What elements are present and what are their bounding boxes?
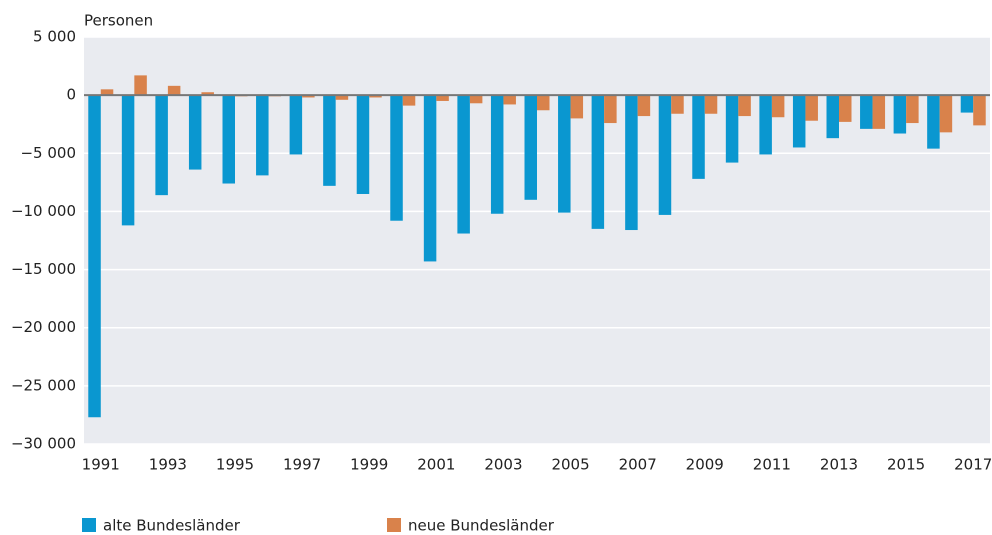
bar bbox=[826, 95, 839, 139]
y-tick-label: 5 000 bbox=[33, 28, 76, 46]
bar bbox=[625, 95, 638, 231]
y-tick-label: −5 000 bbox=[20, 144, 76, 162]
x-tick-label: 2017 bbox=[954, 456, 992, 474]
bar bbox=[792, 95, 806, 148]
bar bbox=[738, 95, 751, 117]
bar bbox=[604, 95, 617, 124]
x-tick-label: 2009 bbox=[686, 456, 724, 474]
bar bbox=[860, 95, 873, 129]
bar bbox=[188, 95, 202, 170]
x-tick-label: 1993 bbox=[149, 456, 187, 474]
x-tick-label: 2007 bbox=[619, 456, 657, 474]
bar bbox=[671, 95, 684, 114]
bar bbox=[134, 75, 147, 96]
y-tick-label: −20 000 bbox=[11, 318, 76, 336]
bar bbox=[402, 95, 416, 106]
legend-label: neue Bundesländer bbox=[408, 517, 555, 535]
y-tick-label: −10 000 bbox=[11, 202, 76, 220]
bar bbox=[893, 95, 907, 134]
bar bbox=[570, 95, 584, 119]
bar bbox=[704, 95, 718, 114]
bar bbox=[927, 95, 940, 149]
bar bbox=[469, 95, 483, 104]
bar bbox=[872, 95, 886, 129]
bar bbox=[457, 95, 470, 234]
bar bbox=[155, 95, 168, 196]
x-tick-label: 1997 bbox=[283, 456, 321, 474]
bar bbox=[906, 95, 919, 124]
bar bbox=[839, 95, 852, 122]
bar bbox=[100, 89, 114, 96]
bar bbox=[356, 95, 370, 194]
bar bbox=[939, 95, 953, 133]
bar bbox=[692, 95, 705, 179]
legend-label: alte Bundesländer bbox=[103, 517, 241, 535]
bar bbox=[256, 95, 269, 176]
bar bbox=[201, 92, 214, 96]
x-tick-label: 1999 bbox=[350, 456, 388, 474]
bar bbox=[88, 95, 101, 418]
bar bbox=[805, 95, 818, 121]
x-tick-label: 2013 bbox=[820, 456, 858, 474]
bar bbox=[335, 95, 349, 100]
bar bbox=[960, 95, 974, 113]
x-tick-label: 2015 bbox=[887, 456, 925, 474]
bar bbox=[289, 95, 303, 155]
bar bbox=[323, 95, 336, 186]
bar bbox=[369, 95, 382, 98]
y-tick-label: −25 000 bbox=[11, 376, 76, 394]
x-tick-label: 2005 bbox=[551, 456, 589, 474]
bar bbox=[725, 95, 739, 163]
bar bbox=[302, 95, 315, 98]
bar bbox=[436, 95, 449, 101]
x-tick-label: 1991 bbox=[82, 456, 120, 474]
y-axis-label: Personen bbox=[84, 12, 153, 30]
bar bbox=[121, 95, 135, 226]
bar bbox=[759, 95, 772, 155]
bar bbox=[537, 95, 550, 111]
bar bbox=[558, 95, 571, 213]
bar bbox=[658, 95, 672, 215]
y-tick-label: 0 bbox=[66, 86, 76, 104]
bar bbox=[167, 85, 181, 96]
bar bbox=[973, 95, 986, 126]
y-tick-label: −15 000 bbox=[11, 260, 76, 278]
legend-swatch bbox=[82, 518, 96, 532]
bar bbox=[591, 95, 605, 229]
bar bbox=[390, 95, 403, 221]
bar bbox=[503, 95, 516, 105]
x-tick-label: 2003 bbox=[484, 456, 522, 474]
bar bbox=[423, 95, 437, 262]
bar bbox=[490, 95, 504, 214]
bar bbox=[222, 95, 235, 184]
x-tick-label: 1995 bbox=[216, 456, 254, 474]
legend-swatch bbox=[387, 518, 401, 532]
bar bbox=[637, 95, 651, 117]
y-tick-label: −30 000 bbox=[11, 435, 76, 453]
bar bbox=[524, 95, 537, 200]
x-tick-label: 2011 bbox=[753, 456, 791, 474]
bar bbox=[771, 95, 785, 118]
x-tick-label: 2001 bbox=[417, 456, 455, 474]
